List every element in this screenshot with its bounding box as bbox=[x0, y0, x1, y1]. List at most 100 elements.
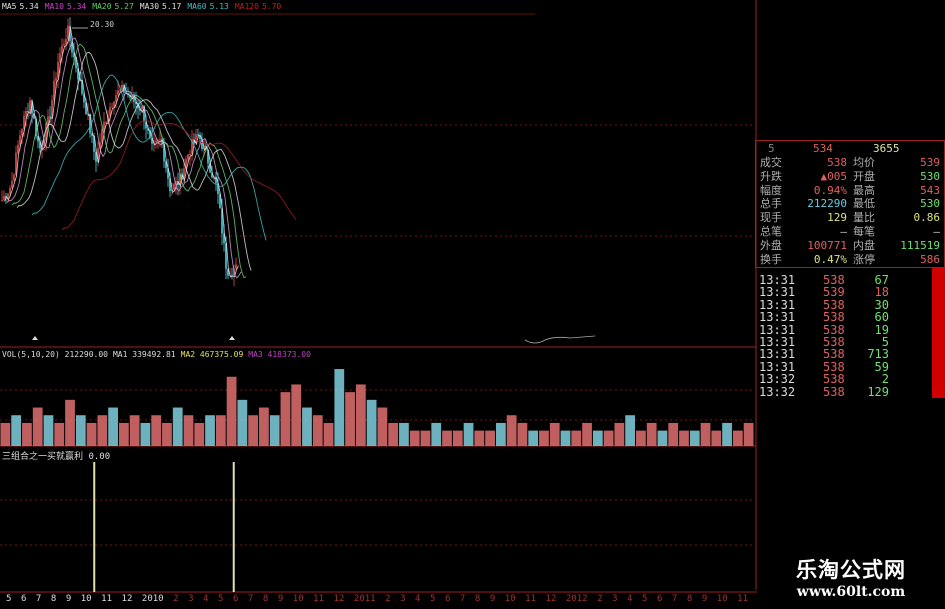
watermark-url: www.60lt.com bbox=[796, 584, 906, 600]
quote-value: ▲005 bbox=[820, 169, 848, 183]
volume-bar bbox=[571, 430, 582, 446]
x-tick-label: 9 bbox=[65, 594, 72, 604]
candle-body bbox=[27, 110, 29, 113]
candle-body bbox=[185, 159, 187, 169]
candle-body bbox=[133, 94, 135, 102]
trade-time: 13:32 bbox=[759, 384, 796, 399]
candle-body bbox=[57, 62, 59, 78]
candle-body bbox=[93, 135, 95, 152]
quote-label: 幅度 bbox=[760, 183, 782, 197]
x-tick-label: 8 bbox=[686, 594, 693, 604]
x-tick-label: 2012 bbox=[565, 594, 588, 604]
quote-row: 总笔 — 每笔 — bbox=[758, 225, 942, 238]
volume-bar bbox=[205, 415, 215, 446]
quote-panel: 5 534 3655 成交 538 均价 539 升跌 ▲005 开盘 530 幅度 0.94% 最… bbox=[755, 140, 945, 268]
candle-body bbox=[131, 94, 133, 98]
header-left: 5 bbox=[768, 142, 775, 155]
ma-value: 5.13 bbox=[209, 2, 229, 11]
x-tick-label: 6 bbox=[444, 594, 451, 604]
candle-body bbox=[105, 121, 107, 123]
candle-body bbox=[1, 200, 3, 202]
candle-body bbox=[143, 106, 145, 122]
volume-bar bbox=[722, 422, 732, 446]
x-tick-label: 2011 bbox=[353, 594, 376, 604]
candle-body bbox=[159, 139, 161, 141]
trade-price: 539 bbox=[823, 285, 845, 300]
scrollbar[interactable] bbox=[932, 268, 945, 398]
vol-value: 418373.00 bbox=[267, 350, 311, 359]
trade-time: 13:31 bbox=[759, 347, 796, 362]
trade-price: 538 bbox=[823, 335, 845, 349]
ma-legend-item: MA30 5.17 bbox=[140, 2, 182, 11]
trade-row: 13:31 538 19 bbox=[759, 322, 939, 337]
x-tick-label: 4 bbox=[203, 594, 209, 604]
trade-row: 13:31 538 713 bbox=[759, 348, 939, 361]
candle-body bbox=[199, 134, 201, 140]
volume-bar bbox=[32, 407, 43, 446]
header-right: 3655 bbox=[873, 142, 900, 155]
trade-row: 13:31 538 30 bbox=[759, 297, 939, 312]
candle-body bbox=[35, 118, 37, 136]
quote-value: 0.47% bbox=[813, 252, 847, 266]
volume-bar bbox=[269, 415, 280, 446]
volume-bar bbox=[65, 399, 75, 446]
volume-bar bbox=[162, 422, 172, 446]
x-tick-label: 7 bbox=[247, 594, 254, 604]
trade-qty: 19 bbox=[874, 322, 889, 337]
volume-bar bbox=[280, 392, 291, 446]
candle-body bbox=[61, 45, 63, 54]
x-tick-label: 5 bbox=[642, 594, 648, 604]
candle-body bbox=[9, 187, 11, 194]
candle-body bbox=[103, 122, 105, 130]
quote-row: 现手 129 量比 0.86 bbox=[758, 211, 942, 224]
candle-body bbox=[69, 25, 71, 42]
candle-body bbox=[59, 53, 61, 63]
quote-value: 586 bbox=[920, 252, 940, 266]
volume-bar bbox=[474, 430, 485, 446]
volume-bar bbox=[11, 415, 22, 446]
volume-bar bbox=[614, 422, 625, 446]
candle-body bbox=[43, 141, 45, 146]
x-tick-label: 10 bbox=[716, 594, 728, 604]
volume-bar bbox=[689, 430, 700, 446]
indicator-value: 0.00 bbox=[88, 452, 111, 462]
candle-body bbox=[53, 80, 55, 101]
x-tick-label: 11 bbox=[525, 594, 536, 604]
volume-bar bbox=[334, 369, 345, 446]
candle-body bbox=[29, 100, 31, 113]
quote-label: 换手 bbox=[760, 252, 782, 266]
candle-body bbox=[13, 174, 15, 182]
candle-body bbox=[113, 101, 115, 107]
quote-label: 涨停 bbox=[853, 252, 875, 266]
volume-bar bbox=[431, 422, 442, 446]
trade-time: 13:31 bbox=[759, 297, 796, 312]
volume-bar bbox=[463, 422, 474, 446]
volume-bar bbox=[75, 415, 86, 446]
x-tick-label: 8 bbox=[262, 594, 269, 604]
volume-bar bbox=[226, 376, 237, 446]
volume-bar bbox=[355, 384, 366, 446]
candle-body bbox=[209, 163, 211, 173]
quote-label: 总手 bbox=[760, 197, 782, 211]
x-tick-label: 12 bbox=[545, 594, 557, 604]
quote-label: 开盘 bbox=[853, 169, 875, 183]
quote-row: 成交 538 均价 539 bbox=[758, 156, 942, 169]
candle-body bbox=[163, 143, 165, 162]
candle-body bbox=[51, 100, 53, 118]
vol-label: MA3 bbox=[248, 350, 263, 359]
x-tick-label: 7 bbox=[35, 594, 42, 604]
ma-label: MA30 bbox=[139, 2, 160, 11]
volume-bar bbox=[646, 422, 657, 446]
ma-legend: MA5 5.34 MA10 5.34 MA20 5.27 MA30 5.17 MA60 5.13 M… bbox=[2, 2, 287, 11]
quote-header: 5 534 3655 bbox=[758, 142, 942, 155]
trade-time: 13:31 bbox=[759, 310, 796, 325]
candle-body bbox=[235, 264, 237, 269]
candle-body bbox=[223, 233, 225, 244]
candle-body bbox=[157, 140, 159, 142]
volume-bar bbox=[582, 422, 592, 446]
volume-bar bbox=[0, 422, 11, 446]
x-tick-label: 12 bbox=[333, 594, 345, 604]
vol-legend-item: MA2 467375.09 bbox=[181, 350, 244, 359]
x-tick-label: 8 bbox=[50, 594, 57, 604]
volume-bar bbox=[603, 430, 614, 446]
